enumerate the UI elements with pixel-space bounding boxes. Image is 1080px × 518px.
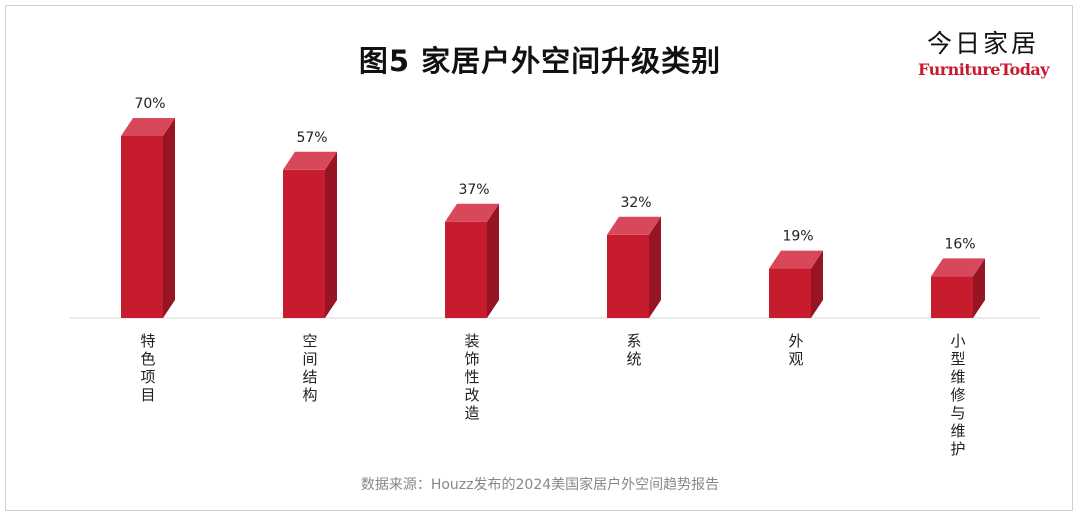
category-label: 系统 [626,332,641,368]
bar-front [445,221,487,318]
logo-chinese: 今日家居 [926,29,1039,58]
category-label: 外观 [788,332,803,368]
category-label: 小型维修与维护 [950,332,965,458]
bar-side [973,258,985,318]
bar-side [163,118,175,318]
bar-top [121,118,175,136]
bar-front [931,276,973,318]
bar-side [487,203,499,318]
chart-title: 图5 家居户外空间升级类别 [358,44,722,78]
bar-1 [121,118,175,318]
category-label: 空间结构 [302,332,317,404]
bar-top [607,216,661,235]
bar-6 [931,258,985,318]
value-label: 57% [296,130,327,146]
logo-english: FurnitureToday [918,60,1050,79]
bar-front [283,169,325,318]
category-label: 装饰性改造 [464,332,479,422]
category-label: 特色项目 [140,332,155,404]
source-note: 数据来源：Houzz发布的2024美国家居户外空间趋势报告 [360,477,720,493]
bar-side [811,250,823,318]
bar-front [769,268,811,318]
bar-side [325,151,337,318]
bar-side [649,216,661,318]
bar-front [121,136,163,318]
bar-top [769,250,823,269]
bar-top [283,151,337,170]
bar-3 [445,203,499,318]
bar-4 [607,216,661,318]
bar-2 [283,151,337,318]
value-label: 70% [134,96,165,112]
chart-frame [5,5,1073,511]
value-label: 16% [944,236,975,252]
value-label: 32% [620,195,651,211]
bar-top [445,203,499,222]
bar-front [607,234,649,318]
value-label: 37% [458,182,489,198]
value-label: 19% [782,229,813,245]
bar-top [931,258,985,277]
bar-5 [769,250,823,318]
